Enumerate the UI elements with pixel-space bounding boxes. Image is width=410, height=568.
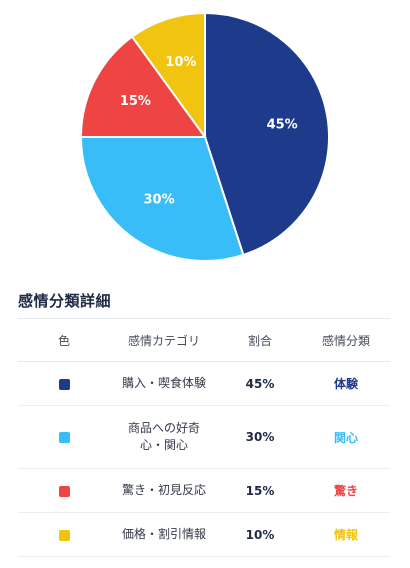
ratio-text: 45%	[245, 376, 275, 391]
table-row: 驚き・初見反応 15% 驚き	[18, 468, 390, 513]
ratio-cell: 15%	[218, 468, 302, 513]
color-swatch	[58, 529, 70, 541]
ratio-text: 30%	[245, 430, 275, 444]
header-ratio: 割合	[218, 320, 302, 362]
ratio-cell: 45%	[218, 361, 302, 406]
classification-text: 驚き	[333, 484, 358, 498]
pie-slice-label: 15%	[120, 94, 151, 109]
classification-cell: 関心	[302, 405, 390, 469]
category-text: 価格・割引情報	[121, 527, 206, 541]
pie-slice	[130, 11, 206, 141]
table-row: 商品への好奇心・関心 30% 関心	[18, 405, 390, 469]
classification-cell: 驚き	[302, 468, 390, 513]
pie-slice	[79, 35, 207, 138]
color-cell	[18, 512, 110, 557]
ratio-cell: 30%	[218, 405, 302, 469]
title-divider	[18, 318, 390, 319]
category-cell: 商品への好奇心・関心	[110, 405, 218, 469]
ratio-cell: 10%	[218, 512, 302, 557]
table-row: 購入・喫食体験 45% 体験	[18, 361, 390, 406]
table-header-row: 色 感情カテゴリ 割合 感情分類	[18, 320, 390, 362]
category-text: 商品への好奇心・関心	[127, 421, 200, 452]
color-cell	[18, 405, 110, 469]
category-text: 驚き・初見反応	[121, 483, 206, 497]
classification-cell: 情報	[302, 512, 390, 557]
pie-slice	[204, 11, 330, 257]
pie-slice	[79, 136, 245, 262]
color-swatch	[58, 378, 70, 390]
header-category: 感情カテゴリ	[110, 320, 218, 362]
category-cell: 購入・喫食体験	[110, 361, 218, 406]
header-color: 色	[18, 320, 110, 362]
color-cell	[18, 361, 110, 406]
section-title: 感情分類詳細	[18, 292, 112, 310]
pie-slice-label: 10%	[165, 55, 196, 70]
pie-slice-label: 30%	[144, 193, 175, 208]
classification-cell: 体験	[302, 361, 390, 406]
header-classification: 感情分類	[302, 320, 390, 362]
ratio-text: 15%	[245, 483, 275, 498]
pie-slice-label: 45%	[267, 117, 298, 132]
classification-text: 体験	[333, 377, 358, 391]
ratio-text: 10%	[245, 527, 275, 542]
classification-text: 情報	[333, 528, 358, 542]
color-swatch	[58, 485, 70, 497]
category-text: 購入・喫食体験	[121, 376, 206, 390]
category-cell: 価格・割引情報	[110, 512, 218, 557]
color-swatch	[58, 432, 70, 443]
emotion-detail-table: 色 感情カテゴリ 割合 感情分類 購入・喫食体験 45% 体験 商品への好奇心・…	[18, 320, 390, 557]
emotion-pie-chart: 45% 30% 15% 10%	[79, 11, 330, 262]
category-cell: 驚き・初見反応	[110, 468, 218, 513]
color-cell	[18, 468, 110, 513]
table-row: 価格・割引情報 10% 情報	[18, 512, 390, 557]
classification-text: 関心	[333, 430, 358, 445]
